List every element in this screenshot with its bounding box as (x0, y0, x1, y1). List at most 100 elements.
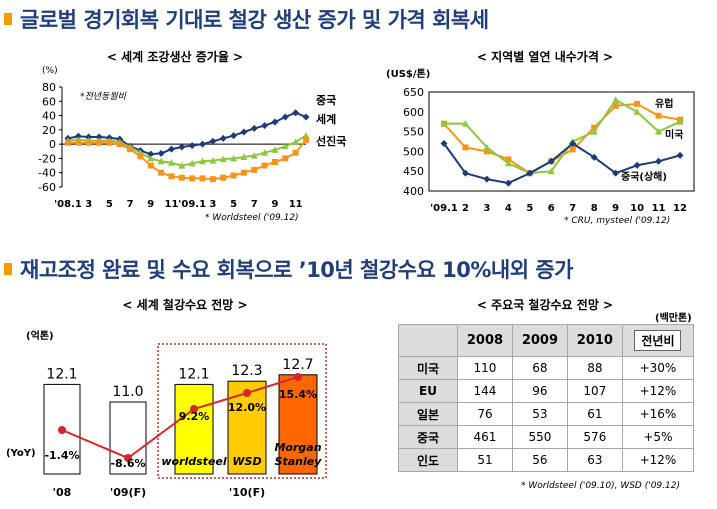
table-row: EU 144 96 107 +12% (398, 379, 695, 403)
chart1-point (281, 113, 289, 121)
chart2-ytick-label: 650 (403, 86, 424, 99)
chart3-unit: (억톤) (26, 330, 54, 342)
chart2-point (547, 167, 555, 175)
chart1-point (106, 139, 113, 146)
chart1-xtick-label: 5 (106, 199, 113, 210)
chart1-point (85, 133, 93, 141)
chart1-ytick-label: 0 (49, 138, 56, 151)
table-cell: 550 (511, 425, 568, 449)
chart1-point (65, 139, 71, 146)
chart2-xtick-label: 3 (483, 203, 490, 214)
row-label: 미국 (398, 356, 458, 380)
chart3-yoy-point (243, 389, 251, 397)
chart2-point (612, 96, 620, 103)
chart1-point (282, 155, 289, 162)
table-cell: 56 (511, 448, 568, 472)
table-source: * Worldsteel ('09.10), WSD ('09.12) (521, 481, 680, 491)
table-cell: 51 (457, 448, 513, 472)
chart2-ytick-label: 450 (403, 165, 424, 178)
chart2-xtick-label: 11 (652, 203, 666, 214)
chart2-point (655, 112, 662, 119)
table-cell: +12% (621, 448, 695, 472)
chart2-point (634, 100, 641, 107)
chart1-point (178, 174, 185, 181)
table-cell: 96 (511, 379, 568, 403)
chart3-bar-name: worldsteel (161, 455, 227, 468)
chart3-value-label: 12.7 (282, 357, 313, 373)
chart1-series-label: 중국 (316, 94, 336, 107)
chart3-value-label: 12.3 (231, 363, 262, 379)
chart1-point (209, 176, 216, 183)
table-cell: 107 (566, 379, 623, 403)
chart3-yoy-value: 12.0% (228, 401, 266, 414)
chart1-source: * Worldsteel ('09.12) (205, 213, 299, 223)
chart1-point (292, 109, 300, 117)
row-label: 중국 (398, 425, 458, 449)
chart1-point (137, 153, 144, 160)
chart2-ytick-label: 400 (403, 185, 424, 198)
chart1-point (230, 154, 238, 162)
chart1-point (189, 175, 196, 182)
chart1-point (281, 142, 289, 150)
chart3-value-label: 12.1 (178, 366, 209, 382)
bullet-icon (4, 13, 12, 25)
chart2-point (504, 179, 512, 187)
chart1-point (292, 149, 299, 156)
table-unit: (백만톤) (655, 313, 692, 324)
chart3-bar (174, 383, 214, 475)
chart2-plot-frame (428, 91, 695, 192)
chart2-point (547, 157, 555, 165)
table-cell: 53 (511, 402, 568, 426)
chart2-series-label: 중국(상해) (621, 170, 667, 183)
chart3-value-label: 11.0 (112, 384, 143, 400)
chart1-point (240, 128, 248, 136)
chart2-point (590, 153, 598, 161)
chart3-yoy-point (294, 373, 302, 381)
chart1-ytick-label: 60 (42, 95, 56, 108)
chart1-point (209, 137, 217, 145)
table-cell: 88 (566, 356, 623, 380)
chart3-group-label: '09(F) (110, 486, 146, 499)
table-header-yoy: 전년비 (621, 324, 695, 357)
chart1-ytick-label: 40 (42, 110, 56, 123)
chart1-ytick-label: 80 (42, 81, 56, 94)
chart2-xtick-label: 7 (569, 203, 576, 214)
chart1-xtick-label: 3 (209, 199, 216, 210)
chart1-point (230, 172, 237, 179)
table-cell: 61 (566, 402, 623, 426)
chart3-yoy-point (190, 405, 198, 413)
chart1-point (178, 143, 186, 151)
chart2-point (676, 151, 684, 159)
chart1-point (85, 139, 92, 146)
table-header-2010: 2010 (566, 324, 623, 357)
chart2-ytick-label: 550 (403, 126, 424, 139)
chart1-xtick-label: 11 (289, 199, 303, 210)
chart1-xtick-label: '09.1 (178, 199, 206, 210)
chart2-ytick-label: 500 (403, 145, 424, 158)
chart1-point (167, 145, 175, 153)
chart1-ytick-label: -20 (38, 152, 56, 165)
chart1-point (271, 118, 279, 126)
chart1-point (75, 139, 82, 146)
chart1-xtick-label: '08.1 (54, 199, 82, 210)
chart2-point (483, 148, 490, 155)
chart1-title: < 세계 조강생산 증가율 > (106, 50, 244, 64)
chart1-point (127, 146, 134, 153)
demand-table: 2008 2009 2010 전년비 미국 110 68 88 +30% EU … (398, 324, 695, 472)
chart2-point (440, 120, 448, 127)
chart1-point (116, 141, 123, 148)
chart1-point (271, 159, 278, 165)
chart2-point (461, 120, 469, 127)
chart2-series-label: 미국 (665, 128, 683, 141)
chart2-point (504, 159, 512, 167)
chart1-point (158, 169, 165, 176)
chart2-xtick-label: 9 (612, 203, 619, 214)
chart1-point (292, 138, 300, 145)
chart1-point (250, 152, 258, 159)
headline-steel-production: 글로벌 경기회복 기대로 철강 생산 증가 및 가격 회복세 (4, 4, 489, 34)
chart1-point (250, 124, 258, 132)
table-row: 중국 461 550 576 +5% (398, 425, 695, 449)
chart1-ylabel: (%) (42, 66, 58, 76)
chart1-point (240, 153, 248, 160)
